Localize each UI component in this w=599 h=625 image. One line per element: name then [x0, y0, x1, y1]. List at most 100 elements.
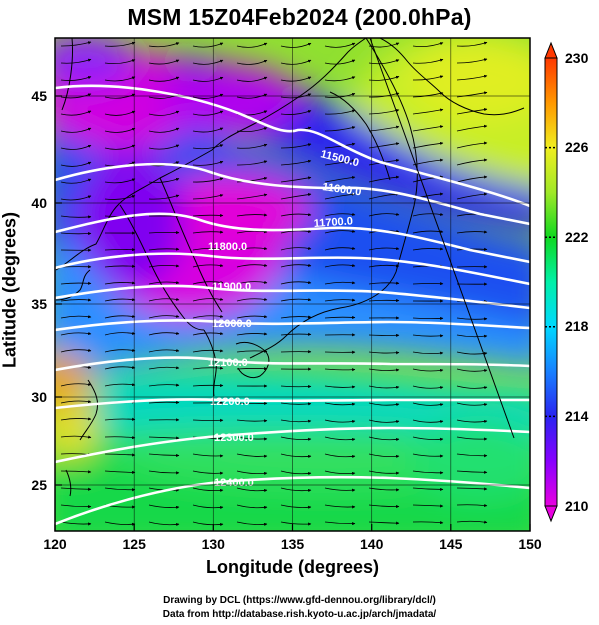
wind-arrow [148, 280, 180, 285]
wind-arrow [236, 504, 268, 510]
wind-arrow [60, 435, 92, 439]
wind-arrow [236, 246, 268, 251]
wind-arrow [104, 383, 136, 387]
wind-arrow [280, 42, 312, 48]
wind-arrow [280, 246, 312, 251]
wind-arrow [456, 91, 488, 98]
wind-arrow [148, 366, 180, 370]
wind-arrow [104, 110, 136, 116]
wind-arrow [192, 297, 224, 302]
credit-drawing: Drawing by DCL (https://www.gfd-dennou.o… [163, 595, 436, 606]
wind-arrow [412, 487, 444, 492]
wind-arrow [412, 42, 444, 48]
wind-arrow [456, 385, 488, 390]
wind-arrow [148, 348, 180, 353]
colorbar-tick-label: 222 [565, 229, 589, 245]
wind-arrow [60, 195, 92, 201]
x-tick-label: 135 [281, 536, 305, 552]
wind-arrow [192, 110, 224, 116]
wind-arrow [456, 351, 488, 356]
wind-arrow [456, 402, 488, 407]
contour-label: 12300.0 [214, 432, 254, 444]
wind-arrow [104, 470, 136, 474]
wind-arrow [192, 160, 224, 166]
wind-arrow [60, 399, 92, 404]
wind-arrow [280, 470, 312, 476]
wind-arrow [324, 229, 356, 234]
wind-arrow [324, 419, 356, 424]
wind-arrow [280, 487, 312, 493]
wind-arrow [456, 141, 488, 149]
y-tick-label: 30 [31, 389, 47, 405]
wind-arrow [148, 504, 180, 509]
wind-arrow [148, 400, 180, 404]
y-axis-label: Latitude (degrees) [0, 211, 20, 369]
wind-arrow [280, 436, 312, 441]
wind-arrow [456, 419, 488, 424]
wind-arrow [104, 264, 136, 268]
wind-arrow [192, 177, 224, 183]
wind-arrow [148, 521, 180, 527]
wind-arrow [412, 58, 444, 64]
wind-arrow [280, 280, 312, 285]
wind-arrow [324, 385, 356, 389]
wind-arrow [104, 281, 136, 285]
x-tick-label: 125 [123, 536, 147, 552]
graticule [55, 38, 530, 531]
wind-arrow [412, 436, 444, 441]
wind-arrow [236, 280, 268, 285]
colorbar-tick-label: 210 [565, 498, 589, 514]
wind-arrow [192, 521, 224, 527]
wind-arrow [104, 59, 136, 65]
colorbar-tick-label: 218 [565, 318, 589, 334]
wind-arrow [412, 282, 444, 286]
colorbar-tick-label: 230 [565, 50, 589, 66]
wind-arrow [104, 435, 136, 440]
wind-arrow [148, 297, 180, 302]
wind-arrow [456, 230, 488, 234]
wind-arrow [192, 59, 224, 65]
wind-arrow [60, 215, 92, 219]
wind-arrow [104, 195, 136, 200]
wind-arrow [324, 109, 356, 115]
wind-arrow [148, 383, 180, 387]
wind-arrow [192, 383, 224, 388]
wind-arrow [280, 143, 312, 149]
wind-arrow [456, 74, 488, 81]
y-tick-labels: 25 30 35 40 45 [31, 88, 47, 493]
wind-arrow [60, 144, 92, 150]
wind-arrow [104, 144, 136, 150]
wind-arrow [148, 470, 180, 475]
x-tick-label: 140 [360, 536, 384, 552]
wind-arrow [236, 160, 268, 166]
wind-arrow [280, 384, 312, 389]
wind-arrow [324, 212, 356, 217]
wind-arrow [456, 175, 488, 183]
wind-arrow [104, 365, 136, 370]
wind-arrow [60, 521, 92, 526]
wind-arrow [280, 263, 312, 268]
wind-arrow [412, 504, 444, 508]
wind-arrow [412, 402, 444, 407]
wind-arrow [324, 402, 356, 406]
wind-arrow [60, 127, 92, 133]
wind-arrow [148, 331, 180, 336]
wind-arrow [192, 42, 224, 48]
contour-label: 12000.0 [212, 318, 252, 330]
wind-arrow [456, 108, 488, 115]
wind-arrow [324, 92, 356, 98]
wind-arrow [412, 470, 444, 475]
wind-arrow [192, 487, 224, 493]
wind-arrow [280, 76, 312, 82]
contour-label: 12200.0 [210, 396, 250, 408]
wind-arrow [148, 144, 180, 150]
wind-arrow [192, 247, 224, 251]
wind-arrow [456, 368, 488, 373]
y-tick-label: 40 [31, 195, 47, 211]
wind-arrow [412, 212, 444, 217]
wind-arrow [60, 76, 92, 81]
credit-data-source: Data from http://database.rish.kyoto-u.a… [162, 609, 437, 620]
wind-arrow [456, 503, 488, 508]
wind-arrow [236, 436, 268, 441]
